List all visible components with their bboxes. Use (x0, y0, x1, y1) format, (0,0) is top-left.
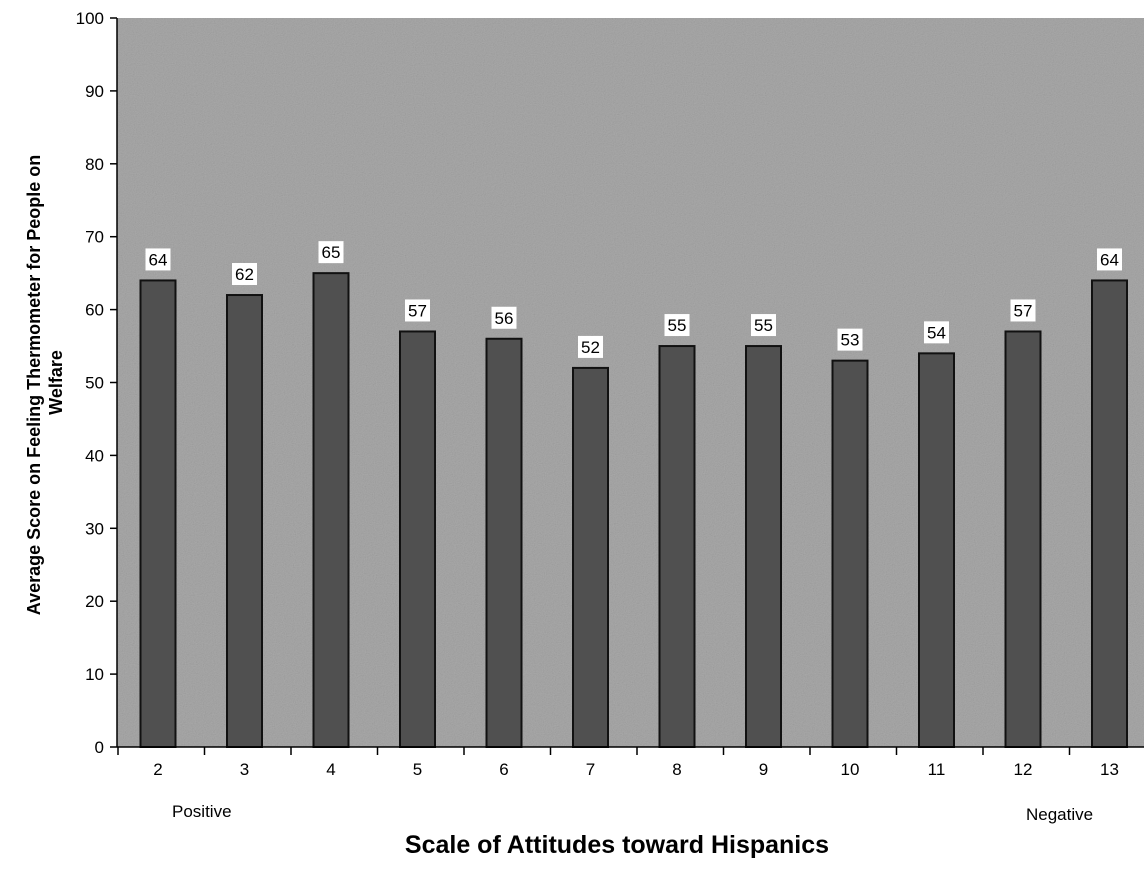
x-tick-label-7: 7 (586, 760, 595, 779)
positive-end-label: Positive (172, 802, 232, 821)
bar-6 (485, 337, 523, 748)
data-label-2: 64 (149, 250, 168, 269)
data-label-13: 64 (1100, 250, 1119, 269)
x-tick-label-13: 13 (1100, 760, 1119, 779)
bar-9 (745, 345, 782, 748)
x-tick-label-2: 2 (153, 760, 162, 779)
y-tick-label-80: 80 (85, 155, 104, 174)
bar-7 (572, 366, 609, 748)
x-tick-label-10: 10 (841, 760, 860, 779)
data-label-9: 55 (754, 316, 773, 335)
data-label-8: 55 (668, 316, 687, 335)
x-tick-label-5: 5 (413, 760, 422, 779)
data-labels: 64 62 65 57 56 52 55 55 53 54 57 64 (145, 241, 1122, 358)
data-label-box (232, 263, 257, 286)
data-label-box (491, 306, 517, 329)
y-axis-title: Average Score on Feeling Thermometer for… (24, 150, 66, 615)
data-label-box (924, 321, 949, 344)
y-tick-label-40: 40 (85, 446, 104, 465)
y-tick-label-20: 20 (85, 592, 104, 611)
y-tick-label-10: 10 (85, 665, 104, 684)
bar-5 (399, 330, 436, 748)
x-tick-label-8: 8 (672, 760, 681, 779)
data-label-5: 57 (408, 301, 427, 320)
bar-8 (658, 345, 696, 748)
data-label-11: 54 (927, 323, 946, 342)
y-tick-label-90: 90 (85, 82, 104, 101)
bar-4 (312, 272, 350, 748)
data-label-7: 52 (581, 338, 600, 357)
x-tick-label-9: 9 (759, 760, 768, 779)
data-label-4: 65 (322, 243, 341, 262)
x-tick-label-11: 11 (928, 760, 946, 779)
data-label-10: 53 (841, 331, 860, 350)
y-tick-label-50: 50 (85, 374, 104, 393)
bar-11 (918, 352, 955, 748)
bar-13 (1091, 279, 1128, 748)
data-label-box (664, 314, 690, 337)
data-label-6: 56 (495, 309, 514, 328)
y-axis-title-line-1: Average Score on Feeling Thermometer for… (24, 155, 44, 615)
x-tick-label-4: 4 (326, 760, 335, 779)
y-axis-title-line-2: Welfare (46, 350, 66, 415)
data-label-box (405, 299, 430, 322)
bar-12 (1004, 330, 1042, 748)
x-axis-title: Scale of Attitudes toward Hispanics (405, 831, 829, 859)
bars (139, 272, 1128, 748)
data-label-box (578, 335, 603, 358)
negative-end-label: Negative (1026, 805, 1093, 824)
data-label-3: 62 (235, 265, 254, 284)
data-label-box (145, 248, 171, 271)
y-tick-label-0: 0 (95, 738, 104, 757)
data-label-box (837, 328, 863, 351)
bar-10 (831, 359, 869, 748)
data-label-box (751, 314, 776, 337)
y-tick-label-100: 100 (76, 9, 104, 28)
y-tick-label-30: 30 (85, 519, 104, 538)
x-tick-label-6: 6 (499, 760, 508, 779)
data-label-box (1097, 248, 1122, 271)
x-tick-label-12: 12 (1014, 760, 1033, 779)
data-label-12: 57 (1014, 301, 1033, 320)
plot-area (117, 18, 1144, 747)
bar-2 (139, 279, 177, 748)
data-label-box (1010, 299, 1036, 322)
bar-3 (226, 294, 263, 748)
data-label-box (318, 241, 344, 264)
y-tick-label-60: 60 (85, 301, 104, 320)
x-tick-label-3: 3 (240, 760, 249, 779)
y-tick-label-70: 70 (85, 228, 104, 247)
